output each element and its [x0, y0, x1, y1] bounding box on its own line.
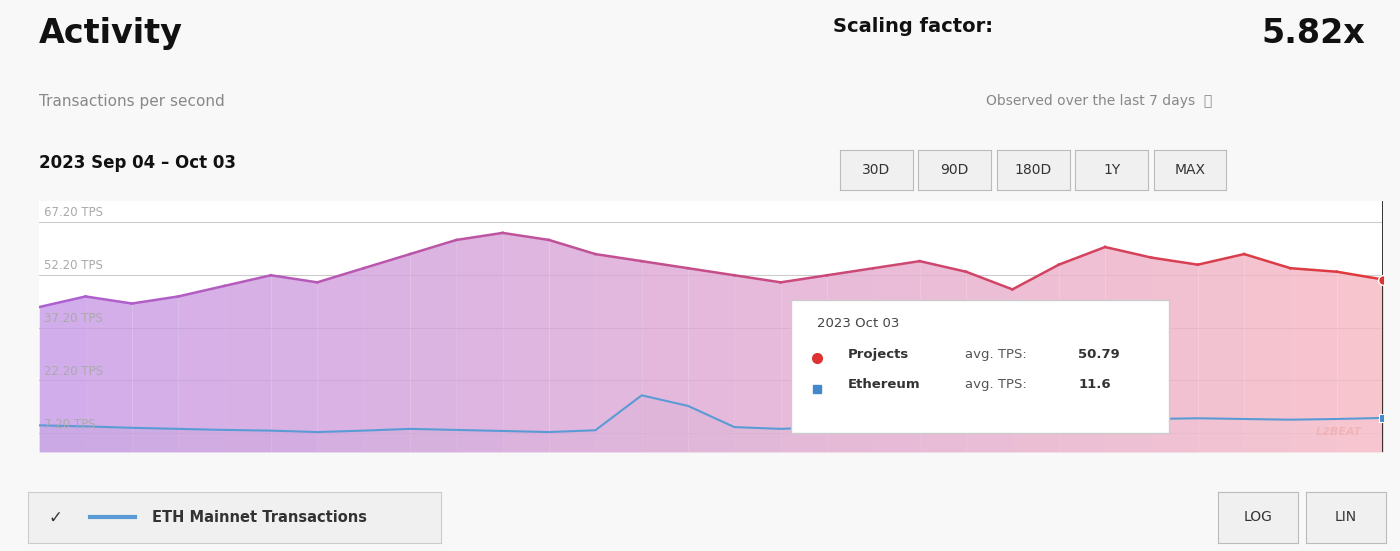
Text: ETH Mainnet Transactions: ETH Mainnet Transactions [151, 510, 367, 525]
Text: 90D: 90D [941, 163, 969, 177]
Text: Activity: Activity [39, 17, 183, 50]
Text: L2BEAT: L2BEAT [1316, 427, 1362, 437]
Text: LIN: LIN [1336, 510, 1357, 525]
Text: 2023 Sep 04 – Oct 03: 2023 Sep 04 – Oct 03 [39, 154, 237, 172]
Text: 5.82x: 5.82x [1261, 17, 1365, 50]
Text: Observed over the last 7 days  ⓘ: Observed over the last 7 days ⓘ [986, 94, 1212, 107]
Text: 180D: 180D [1015, 163, 1051, 177]
Text: 50.79: 50.79 [1078, 348, 1120, 361]
Text: 30D: 30D [862, 163, 890, 177]
Text: MAX: MAX [1175, 163, 1205, 177]
Text: avg. TPS:: avg. TPS: [965, 379, 1026, 391]
Text: 2023 Oct 03: 2023 Oct 03 [818, 317, 900, 331]
Text: Transactions per second: Transactions per second [39, 94, 225, 109]
Text: 11.6: 11.6 [1078, 379, 1112, 391]
Text: 67.20 TPS: 67.20 TPS [43, 207, 102, 219]
Text: 7.20 TPS: 7.20 TPS [43, 418, 95, 431]
Text: 52.20 TPS: 52.20 TPS [43, 260, 102, 272]
Text: 22.20 TPS: 22.20 TPS [43, 365, 102, 379]
Text: Scaling factor:: Scaling factor: [833, 17, 1000, 35]
Text: LOG: LOG [1243, 510, 1273, 525]
Text: 37.20 TPS: 37.20 TPS [43, 312, 102, 326]
Text: avg. TPS:: avg. TPS: [965, 348, 1026, 361]
Text: Projects: Projects [847, 348, 909, 361]
Text: Ethereum: Ethereum [847, 379, 920, 391]
Text: 1Y: 1Y [1103, 163, 1120, 177]
Text: ✓: ✓ [49, 509, 63, 526]
